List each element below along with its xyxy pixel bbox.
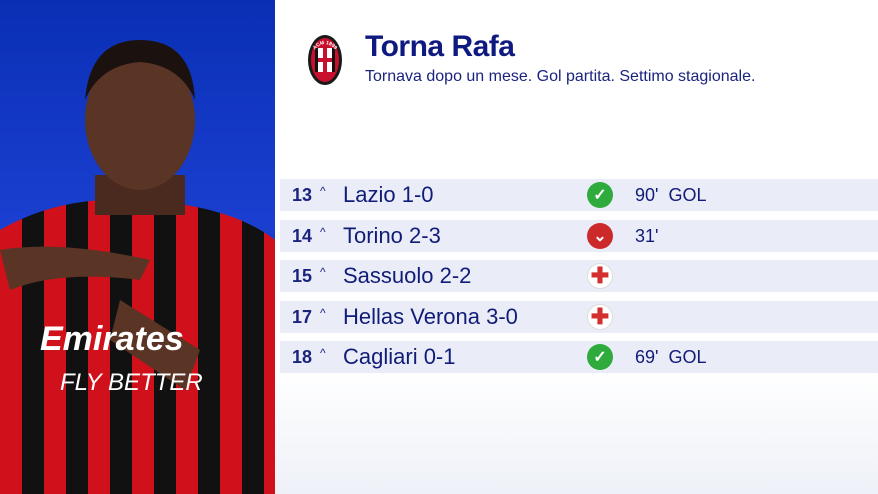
check-icon: ✓ bbox=[587, 182, 613, 208]
match-row: 18 ^ Cagliari 0-1 ✓ 69' GOL bbox=[280, 341, 878, 373]
match-result: Sassuolo 2-2 bbox=[343, 263, 472, 288]
ac-milan-crest-icon: ACM 1899 bbox=[308, 35, 342, 85]
match-note: 69' GOL bbox=[635, 347, 707, 367]
caret-icon: ^ bbox=[320, 184, 326, 198]
page-title: Torna Rafa bbox=[365, 30, 515, 63]
match-row: 15 ^ Sassuolo 2-2 ✚ bbox=[280, 260, 878, 292]
match-row: 14 ^ Torino 2-3 ⌄ 31' bbox=[280, 220, 878, 252]
caret-icon: ^ bbox=[320, 225, 326, 239]
svg-text:FLY BETTER: FLY BETTER bbox=[60, 369, 203, 396]
round-number: 15 bbox=[292, 266, 313, 286]
injury-cross-icon: ✚ bbox=[587, 263, 613, 289]
svg-text:Emirates: Emirates bbox=[40, 320, 184, 358]
crest-lettering: ACM 1899 bbox=[312, 40, 338, 51]
injury-cross-icon: ✚ bbox=[587, 304, 613, 330]
match-note: 90' GOL bbox=[635, 185, 707, 205]
round-number: 17 bbox=[292, 307, 313, 327]
player-photo-panel: Emirates FLY BETTER bbox=[0, 0, 275, 494]
match-note: 31' bbox=[635, 226, 659, 246]
caret-icon: ^ bbox=[320, 265, 326, 279]
content-panel: ACM 1899 Torna Rafa Tornava dopo un mese… bbox=[275, 0, 878, 494]
match-result: Torino 2-3 bbox=[343, 223, 441, 248]
caret-icon: ^ bbox=[320, 306, 326, 320]
caret-icon: ^ bbox=[320, 346, 326, 360]
round-number: 14 bbox=[292, 226, 313, 246]
match-result: Cagliari 0-1 bbox=[343, 344, 456, 369]
page-subtitle: Tornava dopo un mese. Gol partita. Setti… bbox=[365, 68, 756, 85]
round-number: 18 bbox=[292, 347, 313, 367]
match-row: 13 ^ Lazio 1-0 ✓ 90' GOL bbox=[280, 179, 878, 211]
round-number: 13 bbox=[292, 185, 313, 205]
match-row: 17 ^ Hellas Verona 3-0 ✚ bbox=[280, 301, 878, 333]
check-icon: ✓ bbox=[587, 344, 613, 370]
player-photo: Emirates FLY BETTER bbox=[0, 40, 275, 494]
chevron-down-icon: ⌄ bbox=[587, 223, 613, 249]
match-result: Hellas Verona 3-0 bbox=[343, 304, 518, 329]
match-result: Lazio 1-0 bbox=[343, 182, 434, 207]
